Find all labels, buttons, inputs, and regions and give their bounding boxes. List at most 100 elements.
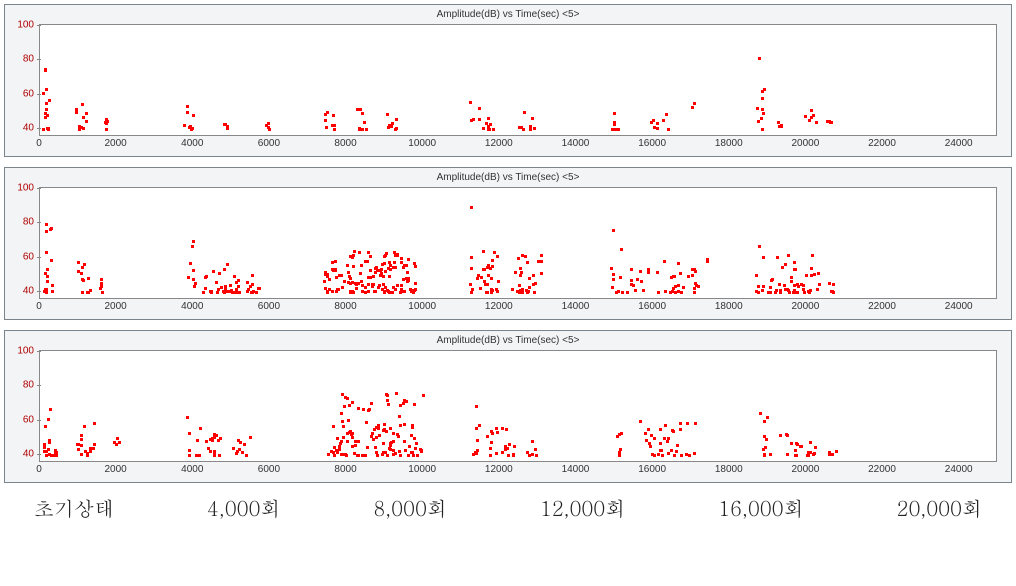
data-point (814, 446, 817, 449)
data-point (333, 128, 336, 131)
data-point (249, 436, 252, 439)
plot-area: 406080100 (39, 24, 997, 136)
data-point (404, 449, 407, 452)
data-point (524, 255, 527, 258)
x-tick-label: 2000 (105, 464, 127, 475)
data-point (379, 274, 382, 277)
data-point (616, 435, 619, 438)
x-tick-label: 16000 (638, 301, 666, 312)
data-point (353, 250, 356, 253)
data-point (535, 454, 538, 457)
data-point (220, 286, 223, 289)
data-point (232, 447, 235, 450)
data-point (478, 118, 481, 121)
data-point (188, 449, 191, 452)
data-point (813, 273, 816, 276)
data-point (362, 408, 365, 411)
data-point (399, 404, 402, 407)
data-point (830, 290, 833, 293)
data-point (346, 440, 349, 443)
data-point (656, 271, 659, 274)
data-point (706, 260, 709, 263)
data-point (540, 272, 543, 275)
data-point (353, 452, 356, 455)
data-point (685, 453, 688, 456)
data-point (229, 284, 232, 287)
data-point (487, 128, 490, 131)
data-point (337, 288, 340, 291)
data-point (679, 272, 682, 275)
data-point (762, 112, 765, 115)
data-point (784, 288, 787, 291)
data-point (324, 113, 327, 116)
data-point (680, 454, 683, 457)
data-point (396, 284, 399, 287)
data-point (394, 254, 397, 257)
data-point (191, 127, 194, 130)
data-point (687, 275, 690, 278)
data-point (205, 440, 208, 443)
data-point (769, 286, 772, 289)
x-tick-label: 6000 (258, 301, 280, 312)
data-point (354, 444, 357, 447)
data-point (191, 245, 194, 248)
data-point (482, 250, 485, 253)
data-point (219, 437, 222, 440)
x-tick-label: 12000 (485, 138, 513, 149)
bottom-label: 4,000회 (207, 493, 281, 522)
data-point (667, 128, 670, 131)
data-point (211, 437, 214, 440)
data-point (355, 283, 358, 286)
data-point (375, 436, 378, 439)
y-tick-label: 60 (23, 88, 34, 99)
data-point (245, 454, 248, 457)
x-tick-label: 22000 (868, 301, 896, 312)
data-point (657, 291, 660, 294)
data-point (355, 287, 358, 290)
data-point (618, 454, 621, 457)
data-point (370, 402, 373, 405)
data-point (673, 275, 676, 278)
data-point (382, 442, 385, 445)
data-point (779, 434, 782, 437)
data-point (374, 290, 377, 293)
data-point (384, 270, 387, 273)
x-tick-label: 8000 (334, 464, 356, 475)
data-point (489, 454, 492, 457)
data-point (390, 125, 393, 128)
data-point (116, 437, 119, 440)
data-point (652, 119, 655, 122)
data-point (790, 280, 793, 283)
data-point (82, 127, 85, 130)
data-point (186, 105, 189, 108)
data-point (366, 446, 369, 449)
data-point (809, 441, 812, 444)
data-point (670, 449, 673, 452)
data-point (238, 448, 241, 451)
data-point (267, 126, 270, 129)
data-point (512, 454, 515, 457)
data-point (758, 57, 761, 60)
data-point (343, 280, 346, 283)
data-point (332, 114, 335, 117)
data-point (46, 280, 49, 283)
data-point (470, 256, 473, 259)
data-point (389, 264, 392, 267)
data-point (375, 426, 378, 429)
data-point (216, 291, 219, 294)
data-point (394, 128, 397, 131)
data-point (781, 266, 784, 269)
data-point (365, 421, 368, 424)
data-point (395, 118, 398, 121)
plot-area: 406080100 (39, 350, 997, 462)
data-point (414, 447, 417, 450)
data-point (679, 428, 682, 431)
data-point (648, 442, 651, 445)
x-tick-label: 10000 (408, 138, 436, 149)
data-point (659, 442, 662, 445)
data-point (469, 101, 472, 104)
data-point (514, 271, 517, 274)
data-point (324, 287, 327, 290)
data-point (656, 122, 659, 125)
bottom-label: 16,000회 (718, 493, 803, 522)
